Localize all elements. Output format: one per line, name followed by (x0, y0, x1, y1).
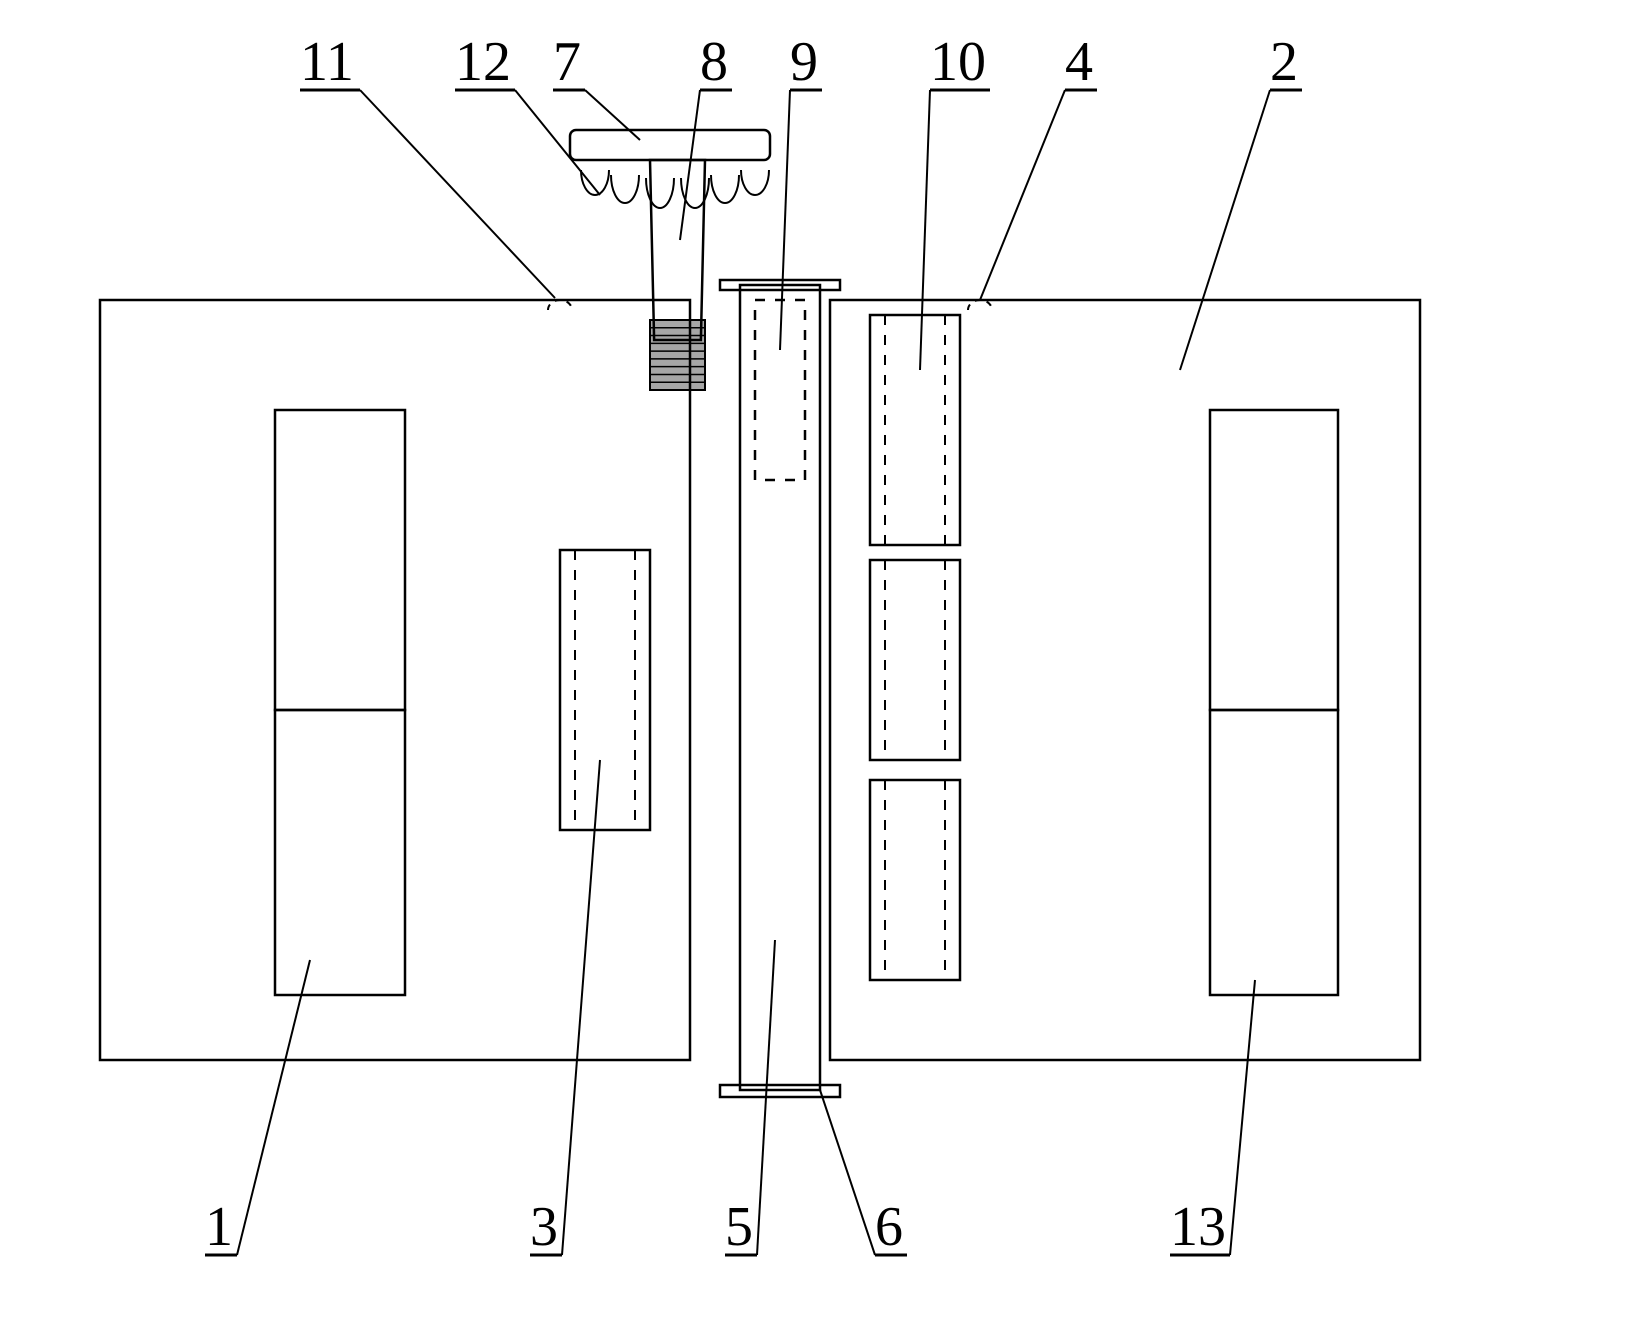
right-block (830, 300, 1420, 1060)
leader-11 (360, 90, 555, 298)
inner-slot-2 (1210, 410, 1338, 710)
label-3: 3 (530, 1196, 558, 1258)
label-7: 7 (553, 31, 581, 93)
cap-loop-0 (581, 170, 609, 195)
leader-1 (237, 960, 310, 1255)
label-6: 6 (875, 1196, 903, 1258)
cap-loop-5 (741, 170, 769, 195)
top-cap-plate (570, 130, 770, 160)
bolt-shaft (650, 160, 705, 340)
leader-4 (980, 90, 1065, 300)
inner-slot-0 (275, 410, 405, 710)
right-barrel-1 (870, 560, 960, 760)
leader-2 (1180, 90, 1270, 370)
leader-3 (562, 760, 600, 1255)
label-1: 1 (205, 1196, 233, 1258)
leader-9 (780, 90, 790, 350)
left-barrel-0 (560, 550, 650, 830)
label-8: 8 (700, 31, 728, 93)
center-shaft (740, 285, 820, 1090)
label-9: 9 (790, 31, 818, 93)
cap-loop-1 (611, 175, 639, 203)
leader-7 (585, 90, 640, 140)
inner-slot-1 (275, 710, 405, 995)
leader-13 (1230, 980, 1255, 1255)
right-barrel-2 (870, 780, 960, 980)
label-12: 12 (455, 31, 511, 93)
right-barrel-0 (870, 315, 960, 545)
leader-10 (920, 90, 930, 370)
thread-fill (650, 320, 705, 390)
label-5: 5 (725, 1196, 753, 1258)
leader-8 (680, 90, 700, 240)
label-13: 13 (1170, 1196, 1226, 1258)
leader-12 (515, 90, 600, 195)
label-4: 4 (1065, 31, 1093, 93)
inner-slot-3 (1210, 710, 1338, 995)
cap-loop-4 (711, 175, 739, 203)
label-2: 2 (1270, 31, 1298, 93)
label-10: 10 (930, 31, 986, 93)
label-11: 11 (300, 31, 354, 93)
small-dashed-arc-right (968, 300, 992, 310)
left-block (100, 300, 690, 1060)
leader-6 (820, 1090, 875, 1255)
small-dashed-arc-left (548, 300, 572, 310)
